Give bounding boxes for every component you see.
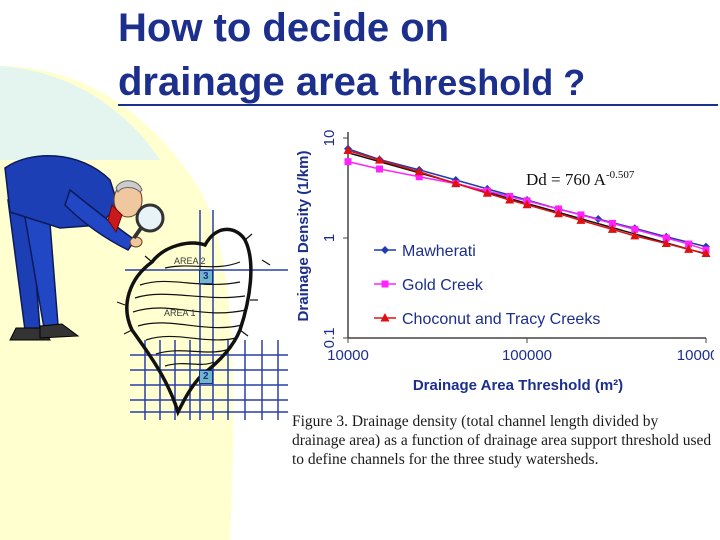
data-point (607, 224, 617, 233)
legend-label: Choconut and Tracy Creeks (402, 311, 600, 328)
data-point (630, 230, 640, 240)
data-point (376, 165, 384, 173)
data-point (662, 234, 670, 242)
data-point (684, 244, 694, 253)
fit-equation: Dd = 760 A-0.507 (526, 169, 635, 189)
contour-lines (132, 261, 247, 367)
box-label-2: 2 (199, 370, 213, 384)
fit-equation-base: Dd = 760 A (526, 170, 607, 189)
slide-title-line-2: drainage area threshold ? (118, 60, 585, 105)
data-point (576, 215, 586, 224)
legend-label: Mawherati (402, 243, 476, 260)
x-tick-label: 100000 (502, 347, 552, 364)
drainage-density-chart: 10000 100000 1000000 0.1 1 10 Dd = 760 A-0.50… (288, 124, 714, 400)
box-label-3: 3 (199, 270, 213, 284)
slide-title-line-1: How to decide on (118, 6, 450, 50)
data-point (451, 178, 461, 188)
fit-equation-exponent: -0.507 (606, 169, 635, 181)
x-tick-label: 1000000 (677, 347, 714, 364)
x-tick-label: 10000 (327, 347, 369, 364)
outline-ticks (116, 233, 271, 337)
data-point (343, 145, 353, 154)
data-point (375, 155, 385, 164)
slide-title-part2: threshold ? (389, 62, 586, 103)
title-underline (118, 104, 718, 106)
series-layer (343, 144, 711, 257)
legend-marker (380, 313, 390, 322)
data-point (701, 248, 711, 257)
background-sweep-inner (0, 66, 160, 160)
chart-legend: Mawherati Gold Creek Choconut and Tracy Cr… (374, 243, 600, 328)
data-point (685, 240, 693, 248)
grid-lines-icon (125, 210, 288, 420)
series-line (347, 160, 707, 251)
y-axis-label: Drainage Density (1/km) (295, 151, 312, 322)
data-point (577, 211, 585, 219)
area-label-1: AREA 1 (164, 308, 196, 318)
legend-marker (381, 246, 389, 254)
watershed-outline (125, 227, 253, 417)
y-tick-label: 10 (321, 130, 338, 147)
data-point (482, 188, 492, 197)
data-point (661, 238, 671, 248)
data-point (415, 173, 423, 181)
y-tick-label: 1 (321, 234, 338, 242)
area-label-2: AREA 2 (174, 256, 206, 266)
figure-caption: Figure 3. Drainage density (total channe… (292, 413, 712, 468)
axis-ticks: 10000 100000 1000000 0.1 1 10 (321, 130, 714, 364)
data-point (631, 225, 639, 233)
data-point (522, 199, 532, 209)
data-point (414, 166, 424, 176)
x-axis-label: Drainage Area Threshold (m²) (413, 377, 623, 394)
data-point (344, 158, 352, 166)
legend-marker (381, 280, 389, 288)
chart-background (288, 124, 714, 400)
y-tick-label: 0.1 (321, 328, 338, 349)
data-point (608, 219, 616, 227)
slide-title-part1: drainage area (118, 60, 390, 104)
magnifying-glass-icon (135, 203, 165, 233)
data-point (554, 208, 564, 218)
series-choconut-and-tracy-creeks (343, 145, 711, 257)
series-line (347, 149, 707, 255)
data-point (505, 194, 515, 204)
legend-label: Gold Creek (402, 277, 484, 294)
detective-figure-icon (4, 154, 165, 341)
